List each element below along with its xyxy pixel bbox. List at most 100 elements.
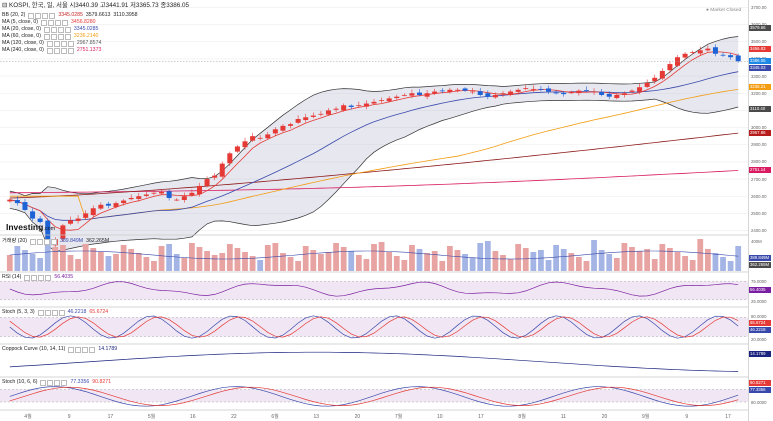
volume-bar	[492, 251, 499, 271]
candle-body	[546, 88, 552, 92]
volume-bar	[310, 250, 317, 271]
candle-body	[675, 57, 681, 66]
x-axis-label: 22	[231, 414, 237, 420]
bollinger-upper-line	[9, 36, 739, 197]
volume-bar	[613, 258, 620, 271]
volume-bar	[568, 253, 575, 271]
volume-bar	[500, 255, 506, 271]
volume-bar	[340, 247, 347, 271]
x-axis-label: 9	[68, 414, 71, 420]
volume-bar	[378, 242, 385, 271]
volume-bar	[318, 254, 324, 271]
x-axis-label: 17	[108, 414, 114, 420]
candle-body	[735, 55, 741, 62]
symbol-label: KOSPI, 한국, 일, 서울	[9, 2, 68, 9]
candle-body	[159, 191, 165, 194]
candle-body	[523, 88, 529, 89]
legend-coppock[interactable]: Coppock Curve (10, 14, 11) 14.1789	[2, 346, 118, 353]
candle-body	[606, 93, 612, 97]
volume-bar	[393, 256, 400, 271]
volume-bar	[22, 250, 28, 271]
legend-ma240[interactable]: MA (240, close, 0) 2751.1373	[2, 47, 102, 54]
candle-body	[67, 220, 73, 224]
candle-body	[219, 163, 225, 177]
volume-bar	[409, 245, 415, 271]
volume-bar	[636, 251, 643, 271]
candle-body	[690, 52, 696, 53]
candle-body	[227, 153, 233, 164]
candle-body	[310, 115, 316, 117]
candle-body	[470, 91, 476, 93]
candle-body	[257, 137, 263, 139]
volume-bar	[606, 254, 613, 271]
volume-bar	[446, 246, 453, 271]
volume-bar	[348, 251, 355, 271]
legend-stoch1[interactable]: Stoch (5, 3, 3) 46.2218 65.6724	[2, 309, 109, 316]
x-axis-label: 8월	[518, 413, 526, 420]
high-value: 고3441.91	[99, 2, 129, 9]
candle-body	[45, 220, 51, 245]
candle-body	[7, 199, 13, 202]
volume-bar	[629, 247, 635, 271]
volume-bar	[29, 254, 36, 271]
volume-bar	[60, 245, 66, 271]
volume-ma-line	[9, 250, 739, 260]
volume-bar	[507, 259, 514, 271]
ma120-line	[9, 132, 739, 199]
legend-ma60[interactable]: MA (60, close, 0) 3236.2140	[2, 33, 99, 40]
legend-rsi[interactable]: RSI (14) 56.4035	[2, 274, 74, 281]
candle-body	[439, 90, 445, 92]
candle-body	[720, 54, 726, 56]
x-axis-label: 10	[437, 414, 443, 420]
volume-bar	[234, 248, 241, 271]
candle-body	[515, 89, 521, 92]
candle-body	[166, 191, 172, 198]
candle-body	[37, 218, 43, 222]
volume-bar	[575, 257, 582, 271]
candle-body	[682, 53, 688, 58]
volume-bar	[105, 256, 112, 271]
volume-bar	[598, 250, 605, 271]
volume-bar	[712, 253, 719, 271]
volume-bar	[583, 261, 590, 271]
collapse-icon[interactable]: ⊟	[2, 2, 8, 9]
legend-ma120[interactable]: MA (120, close, 0) 2967.8574	[2, 40, 102, 47]
x-axis-label: 16	[190, 414, 196, 420]
volume-bar	[158, 246, 165, 271]
volume-bar	[287, 257, 294, 271]
volume-bar	[591, 240, 597, 271]
legend-volume[interactable]: 거래량 (20) 389.849M 362.265M	[2, 238, 110, 245]
close-value: 종3386.05	[160, 2, 189, 9]
candle-body	[667, 64, 673, 71]
x-axis-label: 20	[602, 414, 608, 420]
legend-bb[interactable]: BB (20, 2) 3345.0285 3579.6613 3110.3958	[2, 12, 138, 19]
volume-bar	[439, 261, 446, 271]
candle-body	[591, 91, 597, 93]
volume-bar	[431, 251, 438, 271]
candle-body	[356, 105, 362, 107]
volume-bar	[14, 246, 21, 271]
candle-body	[712, 47, 718, 54]
candle-body	[75, 218, 81, 221]
volume-bar	[720, 257, 726, 271]
price-pane[interactable]: 4월 9 17 5월 16 22 6월 13 20 7월 10 17 8월 11 20 9월 9 17	[0, 0, 748, 421]
legend-ma5[interactable]: MA (5, close, 0) 3456.8280	[2, 19, 96, 26]
rsi-band	[0, 281, 748, 300]
volume-bar	[67, 255, 74, 271]
candle-body	[553, 92, 559, 94]
candle-body	[303, 117, 309, 121]
candle-body	[583, 89, 589, 91]
price-axis[interactable]	[748, 0, 773, 421]
volume-bar	[644, 249, 651, 271]
volume-bar	[363, 259, 370, 271]
volume-bar	[333, 243, 339, 271]
candle-body	[644, 82, 650, 87]
candle-body	[234, 146, 240, 152]
legend-stoch2[interactable]: Stoch (10, 6, 6) 77.3356 90.8271	[2, 379, 111, 386]
volume-bar	[522, 248, 529, 271]
legend-ma20[interactable]: MA (20, close, 0) 3345.0285	[2, 26, 99, 33]
candle-body	[462, 88, 468, 91]
candle-body	[189, 192, 195, 196]
x-axis-label: 6월	[271, 413, 279, 420]
